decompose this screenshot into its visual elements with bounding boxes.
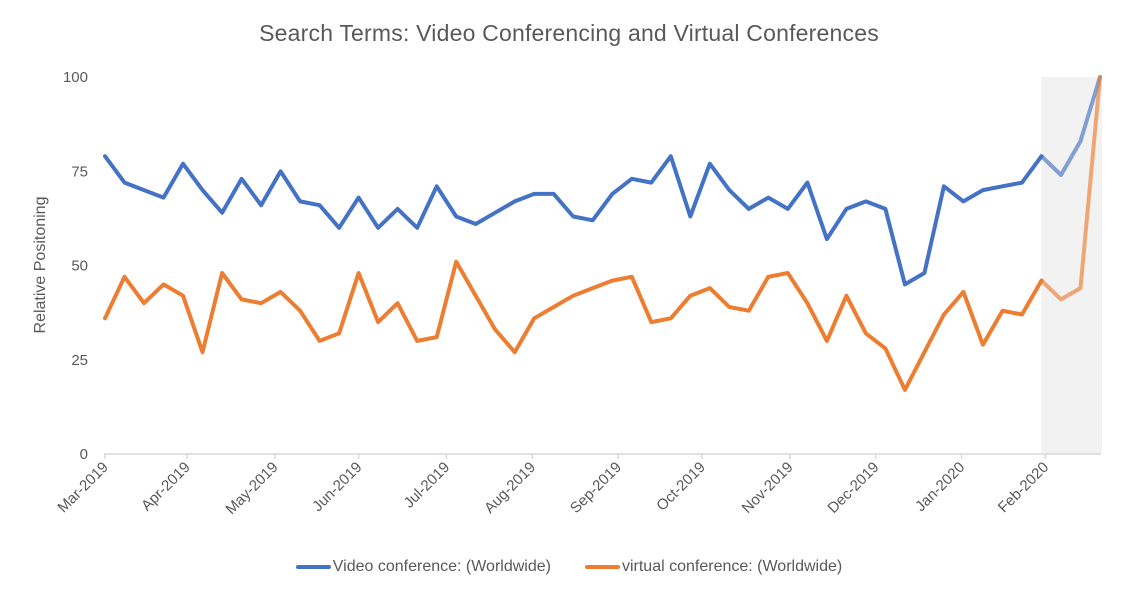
x-axis-ticks: Mar-2019 Apr-2019 May-2019 Jun-2019 Jul-2019… (54, 454, 1052, 518)
x-tick-label: Aug-2019 (481, 459, 539, 517)
video-conference-line-highlighted (1039, 75, 1102, 177)
x-tick-label: Apr-2019 (138, 459, 194, 515)
y-tick-label: 75 (71, 163, 88, 180)
legend-swatch-blue (295, 565, 331, 569)
virtual-conference-line-highlighted (1039, 75, 1102, 302)
legend: Video conference: (Worldwide) virtual co… (0, 558, 1138, 576)
legend-swatch-orange (584, 565, 620, 569)
x-tick-label: Jul-2019 (401, 459, 454, 512)
y-tick-label: 25 (71, 352, 88, 369)
x-tick-label: May-2019 (222, 459, 281, 518)
y-tick-label: 0 (80, 446, 88, 463)
x-tick-label: Jan-2020 (912, 459, 968, 515)
virtual-conference-line (103, 259, 1044, 392)
chart-title: Search Terms: Video Conferencing and Vir… (259, 20, 879, 46)
y-tick-label: 100 (63, 69, 88, 86)
legend-label: virtual conference: (Worldwide) (621, 558, 843, 575)
legend-item-virtual-conference: virtual conference: (Worldwide) (584, 558, 843, 576)
video-conference-line (103, 154, 1044, 287)
forecast-highlight-region (1041, 77, 1102, 454)
x-tick-label: Nov-2019 (739, 459, 797, 517)
y-axis-ticks: 0 25 50 75 100 (63, 69, 88, 463)
legend-label: Video conference: (Worldwide) (332, 558, 551, 575)
x-tick-label: Jun-2019 (309, 459, 365, 515)
x-tick-label: Feb-2020 (995, 459, 1052, 516)
x-tick-label: Dec-2019 (824, 459, 882, 517)
x-tick-label: Sep-2019 (567, 459, 625, 517)
x-tick-label: Mar-2019 (54, 459, 111, 516)
series-lines (103, 75, 1102, 392)
x-tick-label: Oct-2019 (653, 459, 709, 515)
legend-item-video-conference: Video conference: (Worldwide) (295, 558, 551, 576)
y-tick-label: 50 (71, 258, 88, 275)
